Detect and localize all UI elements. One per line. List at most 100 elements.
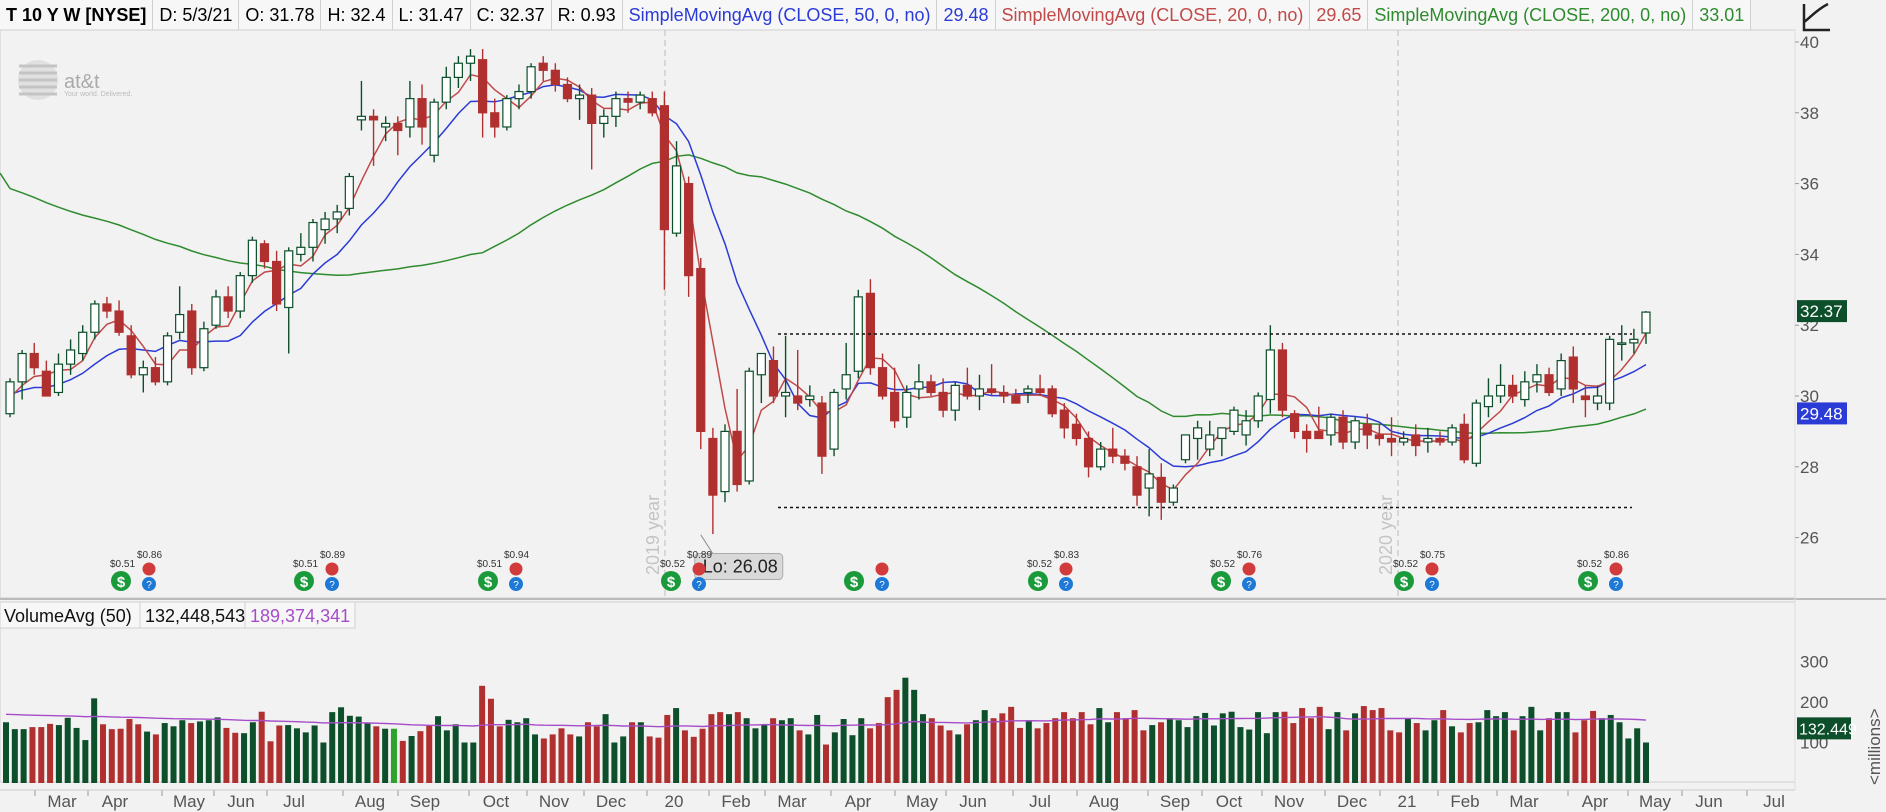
volume-bar[interactable] bbox=[241, 733, 248, 783]
volume-bar[interactable] bbox=[1061, 712, 1068, 783]
candle[interactable] bbox=[514, 84, 524, 110]
volume-bar[interactable] bbox=[849, 735, 856, 783]
candle[interactable] bbox=[1059, 403, 1069, 439]
event-marker[interactable]: $0.51$0.86 $? bbox=[110, 550, 162, 591]
volume-bar[interactable] bbox=[1440, 710, 1447, 783]
volume-bar[interactable] bbox=[726, 714, 733, 783]
event-marker[interactable]: $0.52$0.86 $? bbox=[1577, 550, 1629, 591]
volume-bar[interactable] bbox=[1572, 732, 1579, 783]
candle[interactable] bbox=[1217, 427, 1227, 457]
candle[interactable] bbox=[175, 286, 185, 340]
candle[interactable] bbox=[1035, 374, 1045, 396]
volume-bar[interactable] bbox=[743, 718, 750, 783]
volume-bar[interactable] bbox=[426, 725, 433, 783]
volume-bar[interactable] bbox=[637, 722, 644, 783]
volume-bar[interactable] bbox=[38, 727, 45, 783]
candle[interactable] bbox=[962, 367, 972, 400]
volume-bar[interactable] bbox=[699, 728, 706, 783]
volume-bar[interactable] bbox=[82, 740, 89, 783]
volume-bar[interactable] bbox=[911, 689, 918, 783]
volume-bar[interactable] bbox=[443, 730, 450, 783]
candle[interactable] bbox=[1229, 406, 1239, 435]
candle[interactable] bbox=[1011, 388, 1021, 404]
volume-bar[interactable] bbox=[1016, 727, 1023, 783]
volume-bar[interactable] bbox=[390, 728, 397, 783]
candle[interactable] bbox=[1277, 342, 1288, 418]
candle[interactable] bbox=[502, 95, 512, 131]
volume-bar[interactable] bbox=[1025, 720, 1032, 783]
candle[interactable] bbox=[574, 84, 585, 120]
volume-bar[interactable] bbox=[893, 689, 900, 783]
volume-bar[interactable] bbox=[276, 725, 283, 783]
volume-bar[interactable] bbox=[1078, 712, 1085, 783]
candle[interactable] bbox=[1399, 431, 1409, 446]
volume-bar[interactable] bbox=[1149, 725, 1156, 783]
volume-bar[interactable] bbox=[1643, 742, 1649, 784]
volume-bar[interactable] bbox=[1290, 723, 1297, 783]
candle[interactable] bbox=[611, 91, 621, 127]
candle[interactable] bbox=[635, 91, 645, 110]
candle[interactable] bbox=[1083, 431, 1094, 478]
volume-bar[interactable] bbox=[620, 736, 627, 783]
volume-bar[interactable] bbox=[382, 728, 389, 783]
dividend-icon[interactable] bbox=[478, 571, 498, 591]
candle[interactable] bbox=[1168, 484, 1178, 506]
candle[interactable] bbox=[732, 388, 742, 492]
volume-bar[interactable] bbox=[796, 730, 803, 783]
volume-bar[interactable] bbox=[1466, 723, 1473, 783]
volume-bar[interactable] bbox=[302, 732, 309, 783]
candle[interactable] bbox=[1193, 420, 1203, 460]
volume-label[interactable]: VolumeAvg (50) bbox=[4, 606, 132, 626]
volume-bar[interactable] bbox=[346, 715, 353, 783]
candle[interactable] bbox=[441, 66, 451, 110]
candle[interactable] bbox=[829, 388, 839, 457]
candle[interactable] bbox=[1605, 335, 1615, 411]
volume-bar[interactable] bbox=[1325, 729, 1332, 783]
volume-bar[interactable] bbox=[708, 714, 715, 783]
volume-bar[interactable] bbox=[364, 723, 371, 783]
volume-bar[interactable] bbox=[1069, 718, 1076, 783]
candle[interactable] bbox=[490, 98, 500, 138]
earnings-icon[interactable] bbox=[1059, 562, 1073, 576]
volume-bar[interactable] bbox=[1228, 711, 1235, 783]
candle[interactable] bbox=[1544, 367, 1554, 396]
earnings-icon[interactable] bbox=[142, 562, 156, 576]
volume-bar[interactable] bbox=[223, 727, 230, 783]
earnings-icon[interactable] bbox=[509, 562, 523, 576]
volume-bar[interactable] bbox=[99, 724, 106, 783]
candle[interactable] bbox=[368, 109, 379, 166]
candle[interactable] bbox=[550, 63, 560, 92]
volume-bar[interactable] bbox=[1360, 706, 1367, 783]
symbol-label[interactable]: T 10 Y W [NYSE] bbox=[0, 0, 154, 30]
candle[interactable] bbox=[199, 321, 209, 372]
dividend-icon[interactable] bbox=[1578, 571, 1598, 591]
volume-bar[interactable] bbox=[664, 714, 671, 783]
dividend-icon[interactable] bbox=[111, 571, 131, 591]
candle[interactable] bbox=[284, 247, 294, 354]
volume-bar[interactable] bbox=[964, 724, 971, 783]
info-icon[interactable] bbox=[1242, 577, 1256, 591]
candle[interactable] bbox=[1374, 424, 1384, 446]
volume-bar[interactable] bbox=[646, 736, 653, 783]
volume-bar[interactable] bbox=[1352, 713, 1359, 783]
event-marker[interactable]: $0.52$0.76 $? bbox=[1210, 550, 1262, 591]
dividend-icon[interactable] bbox=[661, 571, 681, 591]
candle[interactable] bbox=[1289, 410, 1300, 439]
volume-bar[interactable] bbox=[1457, 732, 1464, 783]
candle[interactable] bbox=[320, 211, 330, 244]
volume-bar[interactable] bbox=[567, 734, 574, 783]
candle[interactable] bbox=[780, 335, 791, 418]
candle[interactable] bbox=[647, 91, 657, 117]
sma20-line[interactable] bbox=[9, 73, 1647, 491]
candle[interactable] bbox=[526, 63, 536, 99]
candle[interactable] bbox=[478, 49, 488, 138]
dividend-icon[interactable] bbox=[294, 571, 314, 591]
event-marker[interactable]: $0.52$0.83 $? bbox=[1027, 550, 1079, 591]
info-icon[interactable] bbox=[509, 577, 523, 591]
candle[interactable] bbox=[914, 364, 924, 400]
candle[interactable] bbox=[417, 84, 427, 145]
volume-bar[interactable] bbox=[928, 718, 935, 783]
volume-bar[interactable] bbox=[258, 711, 265, 783]
info-icon[interactable] bbox=[875, 577, 889, 591]
candle[interactable] bbox=[5, 378, 15, 418]
